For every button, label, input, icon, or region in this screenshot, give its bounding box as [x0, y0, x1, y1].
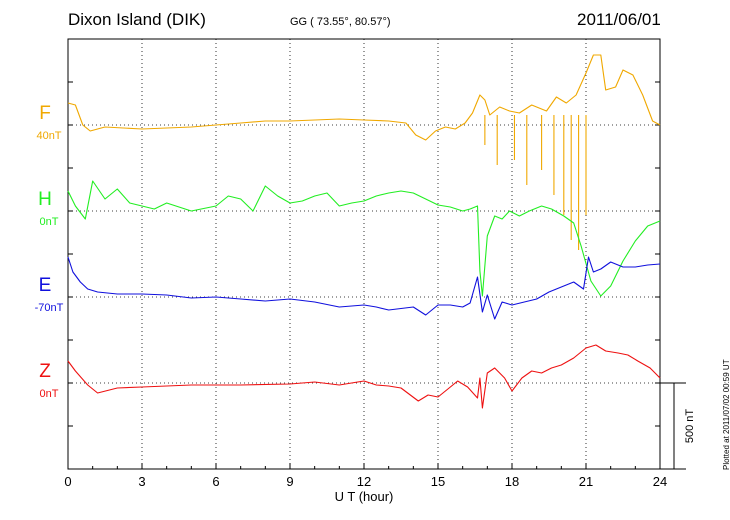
series-line-e	[67, 256, 661, 320]
series-line-f	[67, 54, 661, 141]
series-line-h	[67, 180, 661, 297]
geo-coordinates: GG ( 73.55°, 80.57°)	[290, 16, 391, 28]
baseline-value-e: -70nT	[35, 302, 64, 314]
x-tick-label: 0	[64, 474, 71, 489]
component-label-h: H	[38, 189, 52, 210]
station-title: Dixon Island (DIK)	[68, 10, 206, 29]
date-label: 2011/06/01	[577, 10, 661, 29]
component-label-z: Z	[39, 361, 51, 382]
baseline-value-z: 0nT	[40, 388, 59, 400]
component-label-f: F	[39, 103, 51, 124]
x-tick-label: 12	[357, 474, 371, 489]
x-tick-label: 24	[653, 474, 667, 489]
series-line-z	[67, 344, 661, 409]
baseline-value-f: 40nT	[36, 130, 61, 142]
x-tick-label: 3	[138, 474, 145, 489]
x-tick-label: 15	[431, 474, 445, 489]
scale-bar-label: 500 nT	[684, 409, 696, 444]
x-tick-label: 18	[505, 474, 519, 489]
x-axis-label: U T (hour)	[335, 489, 394, 504]
x-tick-label: 21	[579, 474, 593, 489]
component-label-e: E	[39, 275, 52, 296]
baseline-value-h: 0nT	[40, 216, 59, 228]
x-tick-label: 6	[212, 474, 219, 489]
x-tick-label: 9	[286, 474, 293, 489]
